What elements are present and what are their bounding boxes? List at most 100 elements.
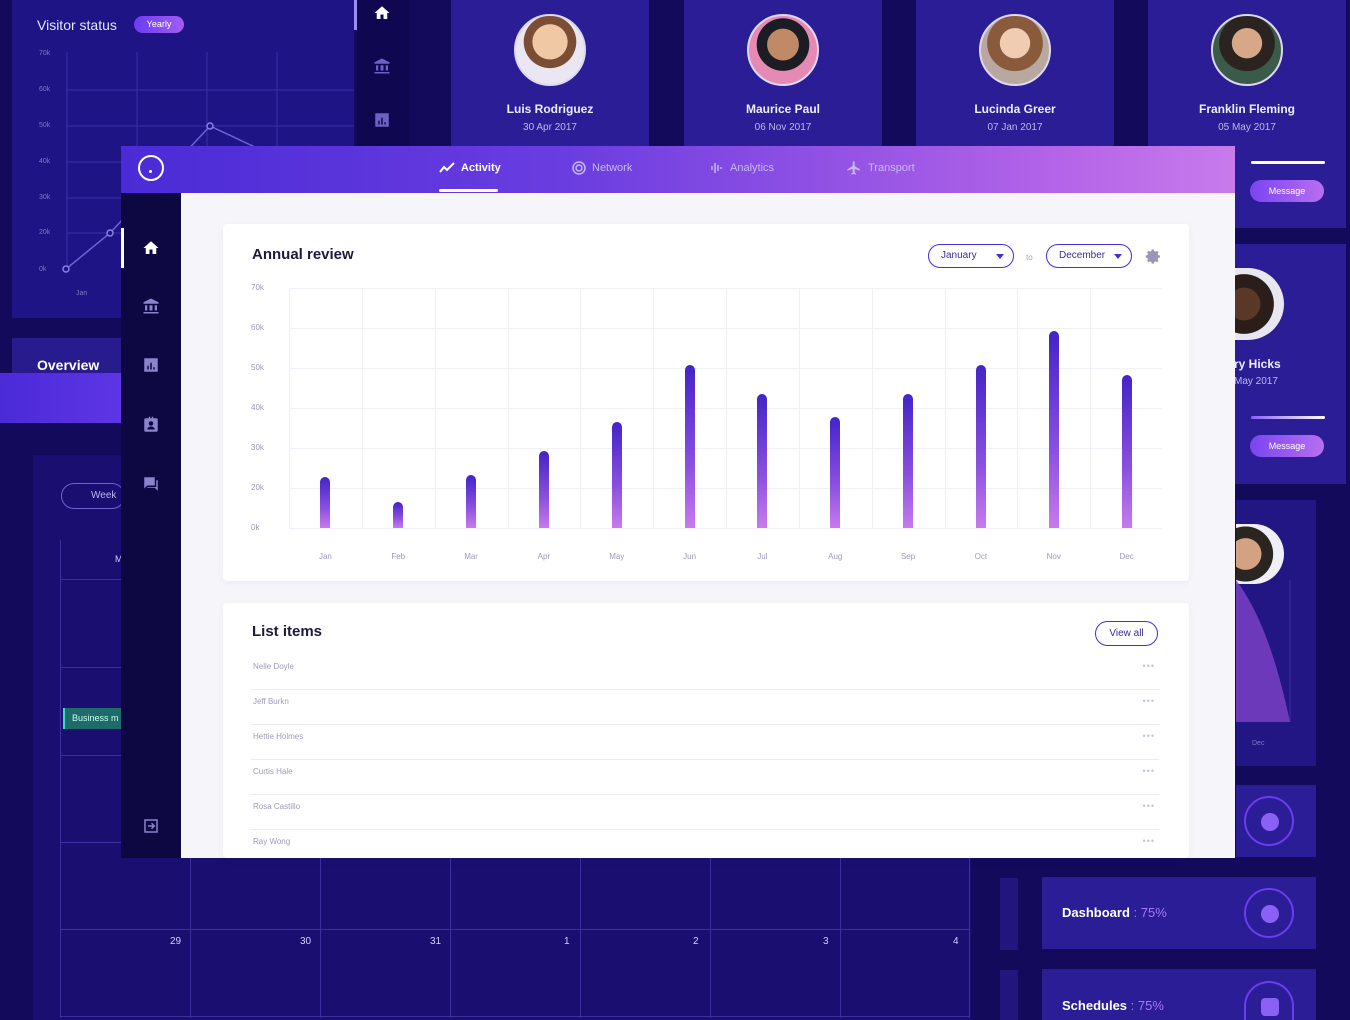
- list-item-name: Rosa Castillo: [253, 802, 301, 811]
- stat-label: Dashboard: [1062, 905, 1130, 920]
- contact-card-icon[interactable]: [142, 416, 160, 434]
- x-tick-label: Dec: [1119, 552, 1134, 561]
- calendar-date[interactable]: 1: [564, 936, 570, 947]
- gridline: [798, 288, 800, 528]
- bank-icon[interactable]: [373, 57, 391, 75]
- message-button[interactable]: Message: [1250, 180, 1324, 202]
- logout-icon[interactable]: [142, 817, 160, 835]
- calendar-date[interactable]: 2: [693, 936, 699, 947]
- overview-bar: [0, 373, 122, 423]
- chart-bar[interactable]: [903, 394, 914, 528]
- active-tab-indicator: [439, 189, 498, 192]
- home-icon[interactable]: [373, 4, 391, 22]
- more-icon[interactable]: •••: [1142, 766, 1155, 776]
- profile-name: Maurice Paul: [745, 102, 821, 116]
- chart-bar[interactable]: [830, 416, 841, 528]
- grid-line: [61, 1016, 970, 1017]
- grid-line: [320, 858, 321, 1018]
- list-item[interactable]: Rosa Castillo •••: [251, 795, 1159, 830]
- list-item[interactable]: Hettie Holmes •••: [251, 725, 1159, 760]
- scroll-indicator: [354, 0, 357, 30]
- grid-line: [710, 858, 711, 1018]
- overview-title: Overview: [37, 357, 100, 373]
- list-item[interactable]: Curtis Hale •••: [251, 760, 1159, 795]
- visitor-status-title: Visitor status: [37, 17, 117, 33]
- x-tick-label: Oct: [974, 552, 988, 561]
- calendar-date[interactable]: 30: [300, 936, 312, 947]
- tab-activity[interactable]: Activity: [439, 158, 501, 178]
- top-navigation-bar: [121, 146, 1235, 193]
- tab-analytics[interactable]: Analytics: [710, 158, 774, 178]
- more-icon[interactable]: •••: [1142, 801, 1155, 811]
- chart-bar[interactable]: [975, 365, 986, 528]
- chart-bar[interactable]: [466, 474, 477, 528]
- calendar-date[interactable]: 31: [430, 936, 442, 947]
- to-month-select[interactable]: December: [1046, 244, 1132, 268]
- avatar: [1236, 524, 1284, 584]
- message-button[interactable]: Message: [1250, 435, 1324, 457]
- grid-line: [840, 858, 841, 1018]
- chart-bar[interactable]: [1048, 330, 1059, 528]
- x-tick: Dec: [1252, 740, 1265, 747]
- x-tick-label: Jan: [318, 552, 332, 561]
- list-item-name: Ray Wong: [253, 837, 291, 846]
- tab-network[interactable]: Network: [572, 158, 632, 178]
- yearly-badge[interactable]: Yearly: [134, 16, 184, 33]
- x-tick-label: Nov: [1046, 552, 1061, 561]
- profile-card[interactable]: Luis Rodriguez 30 Apr 2017: [451, 0, 649, 146]
- gear-icon[interactable]: [1145, 248, 1162, 265]
- calendar-date[interactable]: 4: [953, 936, 959, 947]
- more-icon[interactable]: •••: [1142, 731, 1155, 741]
- chat-icon[interactable]: [142, 475, 160, 493]
- list-item[interactable]: Nelle Doyle •••: [251, 655, 1159, 690]
- visitor-y-tick: 60k: [39, 86, 51, 93]
- tab-transport[interactable]: Transport: [846, 158, 915, 178]
- visitor-y-tick: 70k: [39, 50, 51, 57]
- calendar-date[interactable]: 29: [170, 936, 182, 947]
- view-all-button[interactable]: View all: [1095, 621, 1158, 646]
- chart-bar[interactable]: [538, 450, 549, 528]
- chart-bar[interactable]: [320, 476, 331, 528]
- calendar-event[interactable]: Business m: [63, 708, 123, 729]
- week-toggle[interactable]: Week: [61, 483, 125, 509]
- list-item[interactable]: Ray Wong •••: [251, 830, 1159, 865]
- stat-label: Schedules: [1062, 998, 1128, 1013]
- list-item[interactable]: Jeff Burkn •••: [251, 690, 1159, 725]
- profile-card[interactable]: Franklin Fleming 05 May 2017: [1148, 0, 1346, 146]
- more-icon[interactable]: •••: [1142, 696, 1155, 706]
- chart-bar[interactable]: [684, 365, 695, 528]
- calendar-date[interactable]: 3: [823, 936, 829, 947]
- dashboard-icon: [1244, 888, 1294, 938]
- bank-icon[interactable]: [142, 297, 160, 315]
- gridline: [653, 288, 655, 528]
- bar-chart-icon[interactable]: [373, 111, 391, 129]
- chart-bar[interactable]: [1121, 375, 1132, 528]
- from-month-select[interactable]: January: [928, 244, 1014, 268]
- home-icon[interactable]: [142, 239, 160, 257]
- grid-line: [450, 858, 451, 1018]
- more-icon[interactable]: •••: [1142, 661, 1155, 671]
- chart-bar[interactable]: [757, 394, 768, 528]
- app-logo-icon[interactable]: [138, 155, 164, 181]
- schedules-stat-card[interactable]: Schedules : 75%: [1042, 969, 1316, 1020]
- avatar: [747, 14, 819, 86]
- transport-icon: [847, 161, 860, 175]
- visitor-y-tick: 40k: [39, 158, 51, 165]
- y-tick-label: 40k: [251, 403, 264, 412]
- chart-bar[interactable]: [611, 421, 622, 528]
- chart-bar[interactable]: [393, 502, 404, 528]
- sidebar: [121, 193, 181, 858]
- grid-line: [61, 667, 121, 668]
- bar-chart-icon[interactable]: [142, 356, 160, 374]
- y-tick-label: 60k: [251, 323, 264, 332]
- profile-card[interactable]: Maurice Paul 06 Nov 2017: [684, 0, 882, 146]
- gridline: [1090, 288, 1092, 528]
- list-item-name: Nelle Doyle: [253, 662, 294, 671]
- avatar: [1234, 268, 1284, 340]
- dashboard-stat-card[interactable]: Dashboard : 75%: [1042, 877, 1316, 949]
- more-icon[interactable]: •••: [1142, 836, 1155, 846]
- grid-line: [969, 858, 970, 1018]
- avatar: [1211, 14, 1283, 86]
- y-tick-label: 30k: [251, 443, 264, 452]
- profile-card[interactable]: Lucinda Greer 07 Jan 2017: [916, 0, 1114, 146]
